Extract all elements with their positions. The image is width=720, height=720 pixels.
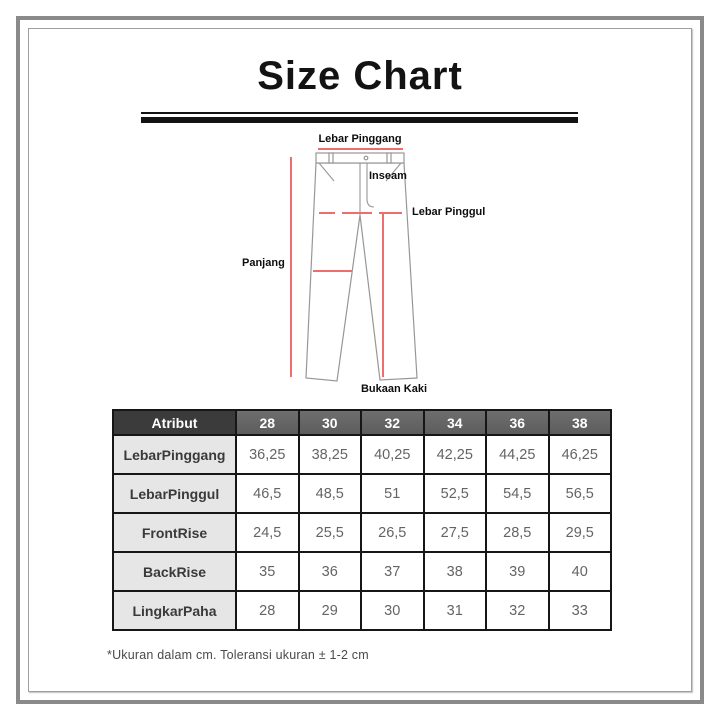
size-column-header: 34: [422, 409, 487, 436]
attribute-label: BackRise: [112, 551, 237, 592]
size-value-cell: 51: [360, 473, 425, 514]
attribute-label: LingkarPaha: [112, 590, 237, 631]
size-table-header-row: Atribut 28 30 32 34 36 38: [112, 409, 612, 436]
size-column-header: 32: [360, 409, 425, 436]
pocket-line-right: [385, 162, 402, 182]
fly-j-stitch: [366, 163, 375, 208]
size-value-cell: 32: [485, 590, 550, 631]
table-row: FrontRise 24,5 25,5 26,5 27,5 28,5 29,5: [112, 512, 612, 553]
waist-label: Lebar Pinggang: [318, 133, 402, 145]
belt-loop-right: [386, 152, 392, 164]
size-value-cell: 28: [235, 590, 300, 631]
size-value-cell: 39: [485, 551, 550, 592]
table-row: LingkarPaha 28 29 30 31 32 33: [112, 590, 612, 631]
size-value-cell: 25,5: [297, 512, 362, 553]
hip-label: Lebar Pinggul: [412, 206, 486, 218]
table-row: LebarPinggang 36,25 38,25 40,25 42,25 44,25 46…: [112, 434, 612, 475]
size-value-cell: 42,25: [422, 434, 487, 475]
title-divider-thin: [141, 112, 578, 114]
belt-loop-left: [328, 152, 334, 164]
size-value-cell: 56,5: [547, 473, 612, 514]
size-value-cell: 29: [297, 590, 362, 631]
size-value-cell: 26,5: [360, 512, 425, 553]
length-label: Panjang: [242, 257, 285, 269]
size-value-cell: 46,25: [547, 434, 612, 475]
size-value-cell: 31: [422, 590, 487, 631]
size-value-cell: 35: [235, 551, 300, 592]
size-value-cell: 48,5: [297, 473, 362, 514]
waist-button: [363, 155, 369, 161]
pants-measurement-diagram: Lebar Pinggang Inseam Lebar Pinggul Panj…: [230, 133, 500, 403]
attribute-label: LebarPinggul: [112, 473, 237, 514]
size-value-cell: 46,5: [235, 473, 300, 514]
pants-diagram: [290, 148, 418, 382]
table-row: BackRise 35 36 37 38 39 40: [112, 551, 612, 592]
size-value-cell: 38: [422, 551, 487, 592]
size-value-cell: 27,5: [422, 512, 487, 553]
pocket-line-left: [318, 162, 335, 182]
size-value-cell: 40: [547, 551, 612, 592]
size-table: Atribut 28 30 32 34 36 38 LebarPinggang 36,25 38…: [112, 409, 612, 631]
leg-opening-label: Bukaan Kaki: [360, 383, 428, 395]
attribute-label: LebarPinggang: [112, 434, 237, 475]
table-row: LebarPinggul 46,5 48,5 51 52,5 54,5 56,5: [112, 473, 612, 514]
size-value-cell: 37: [360, 551, 425, 592]
size-column-header: 38: [547, 409, 612, 436]
page-title: Size Chart: [257, 54, 463, 98]
inseam-label: Inseam: [369, 170, 407, 182]
size-value-cell: 24,5: [235, 512, 300, 553]
size-column-header: 36: [485, 409, 550, 436]
size-note: *Ukuran dalam cm. Toleransi ukuran ± 1-2…: [107, 648, 369, 662]
size-value-cell: 36,25: [235, 434, 300, 475]
title-divider-thick: [141, 117, 578, 123]
size-value-cell: 40,25: [360, 434, 425, 475]
size-value-cell: 38,25: [297, 434, 362, 475]
size-value-cell: 28,5: [485, 512, 550, 553]
attribute-column-header: Atribut: [112, 409, 237, 436]
attribute-label: FrontRise: [112, 512, 237, 553]
pants-body: [305, 162, 418, 382]
size-value-cell: 52,5: [422, 473, 487, 514]
size-column-header: 28: [235, 409, 300, 436]
size-value-cell: 30: [360, 590, 425, 631]
size-value-cell: 33: [547, 590, 612, 631]
size-column-header: 30: [297, 409, 362, 436]
size-value-cell: 44,25: [485, 434, 550, 475]
size-value-cell: 54,5: [485, 473, 550, 514]
size-value-cell: 29,5: [547, 512, 612, 553]
size-value-cell: 36: [297, 551, 362, 592]
